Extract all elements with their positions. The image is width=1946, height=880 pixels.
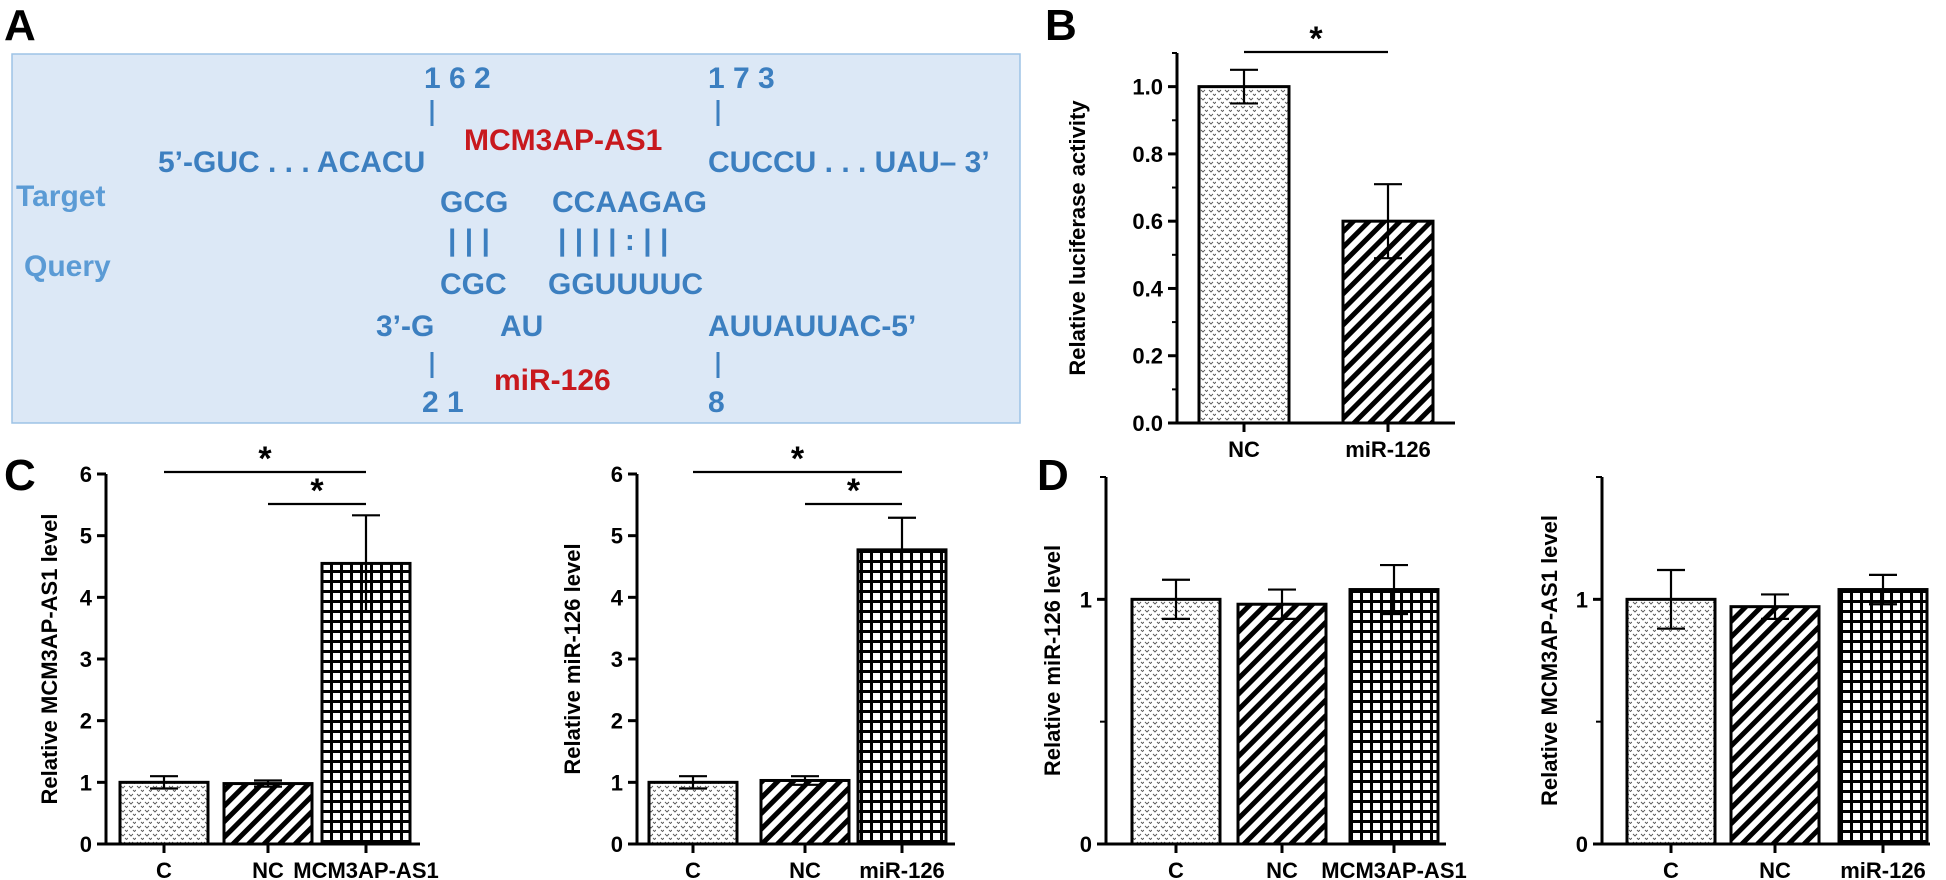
chart-c1-ytick-label: 5: [80, 524, 92, 549]
panel-label-b: B: [1045, 1, 1077, 50]
chart-b-ytick-label: 0.4: [1132, 276, 1163, 301]
chart-d1-category-label: NC: [1266, 858, 1298, 880]
chart-d1-bar: [1130, 597, 1222, 846]
query-5prime: AUUAUUAC-5’: [708, 310, 916, 343]
pair-bottom-1: CGC: [440, 268, 507, 301]
chart-c1-category-label: NC: [252, 858, 284, 880]
chart-d1-y-label: Relative miR-126 level: [1040, 545, 1065, 776]
chart-c1-category-label: MCM3AP-AS1: [293, 858, 438, 880]
chart-d2-bar: [1625, 597, 1717, 846]
chart-b-ytick-label: 1.0: [1132, 75, 1163, 100]
chart-d1-category-label: MCM3AP-AS1: [1321, 858, 1466, 880]
chart-c1-significance-star: *: [310, 472, 324, 510]
chart-c1-ytick-label: 4: [80, 585, 93, 610]
chart-c1-bar: [118, 780, 210, 846]
position-162: 1 6 2: [424, 62, 491, 95]
chart-b-ytick-label: 0.2: [1132, 344, 1163, 369]
panel-a: 1 6 2 1 7 3 5’-GUC . . . ACACU MCM3AP-AS…: [11, 53, 1021, 424]
chart-c1-ytick-label: 1: [80, 770, 92, 795]
chart-c2-bar: [856, 548, 948, 846]
chart-d2-ytick-label: 1: [1576, 587, 1588, 612]
query-3prime: 3’-G: [376, 310, 434, 343]
chart-c2-category-label: miR-126: [859, 858, 945, 880]
chart-d1-bar: [1236, 602, 1328, 846]
chart-c2-ytick-label: 5: [611, 524, 623, 549]
chart-d1-ytick-label: 1: [1080, 587, 1092, 612]
chart-b-bar: [1197, 85, 1291, 425]
chart-b-significance-star: *: [1309, 20, 1323, 58]
chart-b-category-label: miR-126: [1345, 437, 1431, 462]
chart-c1-category-label: C: [156, 858, 172, 880]
chart-c1-y-label: Relative MCM3AP-AS1 level: [37, 514, 62, 805]
chart-d2-category-label: NC: [1759, 858, 1791, 880]
query-name: miR-126: [494, 364, 611, 397]
chart-c2-ytick-label: 3: [611, 647, 623, 672]
chart-c1-ytick-label: 0: [80, 832, 92, 857]
panel-label-d: D: [1037, 451, 1069, 500]
panel-label-a: A: [4, 1, 36, 50]
alignment-box: [11, 53, 1021, 424]
target-name: MCM3AP-AS1: [464, 124, 662, 157]
chart-d2-category-label: C: [1663, 858, 1679, 880]
chart-c2-ytick-label: 4: [611, 585, 624, 610]
chart-d2-bar: [1837, 588, 1929, 846]
chart-d2-category-label: miR-126: [1840, 858, 1926, 880]
chart-c-right: 0 1 2 3 4 5 6 Relative miR-126 level C NC miR-126 *…: [560, 440, 955, 880]
chart-d1-category-label: C: [1168, 858, 1184, 880]
pair-bottom-2: GGUUUUC: [548, 268, 703, 301]
bonds-2: | | | | : | |: [558, 224, 668, 257]
label-query: Query: [24, 250, 111, 283]
query-au: AU: [500, 310, 543, 343]
chart-c1-bar: [222, 782, 314, 846]
chart-d1-ytick-label: 0: [1080, 832, 1092, 857]
label-target: Target: [16, 180, 105, 213]
chart-c1-significance-star: *: [258, 440, 272, 478]
chart-c2-bar: [759, 778, 851, 846]
chart-c2-category-label: NC: [789, 858, 821, 880]
chart-c1-ytick-label: 3: [80, 647, 92, 672]
bonds-1: | | |: [448, 224, 490, 257]
chart-b-ytick-label: 0.0: [1132, 411, 1163, 436]
chart-d2-bar: [1729, 605, 1821, 846]
chart-c1-ytick-label: 6: [80, 462, 92, 487]
chart-c1-ytick-label: 2: [80, 709, 92, 734]
position-21: 2 1: [422, 386, 464, 419]
panel-label-c: C: [4, 451, 36, 500]
chart-b-y-label: Relative luciferase activity: [1065, 100, 1090, 376]
pair-top-1: GCG: [440, 186, 508, 219]
chart-b: 0.0 0.2 0.4 0.6 0.8 1.0 Relative luciferase ac…: [1065, 20, 1455, 462]
position-8: 8: [708, 386, 725, 419]
chart-c-left: 0 1 2 3 4 5 6 Relative MCM3AP-AS1 level C NC MCM3A…: [37, 440, 439, 880]
chart-c2-significance-star: *: [791, 440, 805, 478]
chart-c2-ytick-label: 1: [611, 770, 623, 795]
chart-d-left: 0 1 Relative miR-126 level C NC MCM3AP-AS1: [1040, 476, 1467, 880]
chart-d-right: 0 1 Relative MCM3AP-AS1 level C NC miR-126: [1537, 476, 1930, 880]
chart-d2-y-label: Relative MCM3AP-AS1 level: [1537, 515, 1562, 806]
chart-b-category-label: NC: [1228, 437, 1260, 462]
target-5prime: 5’-GUC . . . ACACU: [158, 146, 425, 179]
chart-c2-ytick-label: 6: [611, 462, 623, 487]
chart-c2-ytick-label: 2: [611, 709, 623, 734]
chart-b-ytick-label: 0.8: [1132, 142, 1163, 167]
position-173: 1 7 3: [708, 62, 775, 95]
chart-d2-ytick-label: 0: [1576, 832, 1588, 857]
pair-top-2: CCAAGAG: [552, 186, 707, 219]
chart-c2-y-label: Relative miR-126 level: [560, 543, 585, 774]
target-3prime: CUCCU . . . UAU– 3’: [708, 146, 990, 179]
chart-c2-ytick-label: 0: [611, 832, 623, 857]
chart-c2-bar: [647, 780, 739, 846]
chart-b-ytick-label: 0.6: [1132, 209, 1163, 234]
chart-c2-category-label: C: [685, 858, 701, 880]
chart-c2-significance-star: *: [847, 472, 861, 510]
chart-d1-bar: [1348, 588, 1440, 846]
